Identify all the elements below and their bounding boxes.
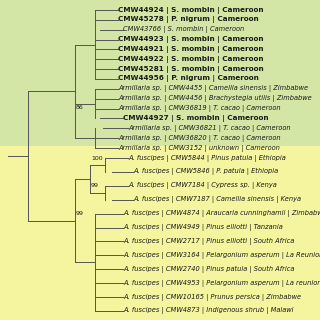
- Text: CMW44924 | S. mombin | Cameroon: CMW44924 | S. mombin | Cameroon: [118, 6, 264, 13]
- Text: A. fuscipes | CMW4949 | Pinus elliotti | Tanzania: A. fuscipes | CMW4949 | Pinus elliotti |…: [123, 224, 283, 231]
- Text: CMW44922 | S. mombin | Cameroon: CMW44922 | S. mombin | Cameroon: [118, 56, 264, 63]
- Text: Armillaria sp. | CMW36819 | T. cacao | Cameroon: Armillaria sp. | CMW36819 | T. cacao | C…: [118, 105, 281, 112]
- Text: 86: 86: [76, 105, 84, 110]
- Text: A. fuscipes | CMW4874 | Araucaria cunninghamii | Zimbabwe: A. fuscipes | CMW4874 | Araucaria cunnin…: [123, 210, 320, 217]
- Text: CMW44927 | S. mombin | Cameroon: CMW44927 | S. mombin | Cameroon: [123, 115, 268, 122]
- Text: A. fuscipes | CMW5846 | P. patula | Ethiopia: A. fuscipes | CMW5846 | P. patula | Ethi…: [133, 168, 278, 175]
- Text: Armillaria sp. | CMW4456 | Brachystegia utilis | Zimbabwe: Armillaria sp. | CMW4456 | Brachystegia …: [118, 95, 312, 102]
- Text: A. fuscipes | CMW4873 | Indigenous shrub | Malawi: A. fuscipes | CMW4873 | Indigenous shrub…: [123, 308, 293, 315]
- Text: A. fuscipes | CMW2740 | Pinus patula | South Africa: A. fuscipes | CMW2740 | Pinus patula | S…: [123, 266, 294, 273]
- Text: A. fuscipes | CMW4953 | Pelargonium asperum | La reunion: A. fuscipes | CMW4953 | Pelargonium aspe…: [123, 280, 320, 287]
- Text: A. fuscipes | CMW5844 | Pinus patula | Ethiopia: A. fuscipes | CMW5844 | Pinus patula | E…: [128, 155, 286, 162]
- Text: Armillaria sp. | CMW36820 | T. cacao | Cameroon: Armillaria sp. | CMW36820 | T. cacao | C…: [118, 135, 281, 142]
- Text: Armillaria sp. | CMW3152 | unknown | Cameroon: Armillaria sp. | CMW3152 | unknown | Cam…: [118, 145, 280, 151]
- Text: A. fuscipes | CMW7187 | Camellia sinensis | Kenya: A. fuscipes | CMW7187 | Camellia sinensi…: [133, 196, 301, 203]
- Text: A. fuscipes | CMW7184 | Cypress sp. | Kenya: A. fuscipes | CMW7184 | Cypress sp. | Ke…: [128, 182, 277, 189]
- Text: Armillaria sp. | CMW4455 | Camellia sinensis | Zimbabwe: Armillaria sp. | CMW4455 | Camellia sine…: [118, 85, 308, 92]
- Text: Armillaria sp. | CMW36821 | T. cacao | Cameroon: Armillaria sp. | CMW36821 | T. cacao | C…: [128, 125, 291, 132]
- Text: A. fuscipes | CMW3164 | Pelargonium asperum | La Reunion: A. fuscipes | CMW3164 | Pelargonium aspe…: [123, 252, 320, 259]
- Text: 99: 99: [76, 211, 84, 216]
- Text: CMW44921 | S. mombin | Cameroon: CMW44921 | S. mombin | Cameroon: [118, 46, 264, 53]
- Text: CMW44956 | P. nigrum | Cameroon: CMW44956 | P. nigrum | Cameroon: [118, 76, 259, 83]
- Text: 99: 99: [91, 183, 99, 188]
- Text: CMW43766 | S. mombin | Cameroon: CMW43766 | S. mombin | Cameroon: [123, 26, 244, 33]
- Text: A. fuscipes | CMW10165 | Prunus persica | Zimbabwe: A. fuscipes | CMW10165 | Prunus persica …: [123, 293, 301, 300]
- Text: CMW45281 | S. mombin | Cameroon: CMW45281 | S. mombin | Cameroon: [118, 66, 264, 73]
- Bar: [0, 146, 320, 320]
- Text: 100: 100: [91, 156, 103, 161]
- Text: A. fuscipes | CMW2717 | Pinus elliotti | South Africa: A. fuscipes | CMW2717 | Pinus elliotti |…: [123, 238, 294, 245]
- Bar: [0, 0, 320, 146]
- Text: CMW44923 | S. mombin | Cameroon: CMW44923 | S. mombin | Cameroon: [118, 36, 264, 43]
- Text: CMW45278 | P. nigrum | Cameroon: CMW45278 | P. nigrum | Cameroon: [118, 16, 259, 23]
